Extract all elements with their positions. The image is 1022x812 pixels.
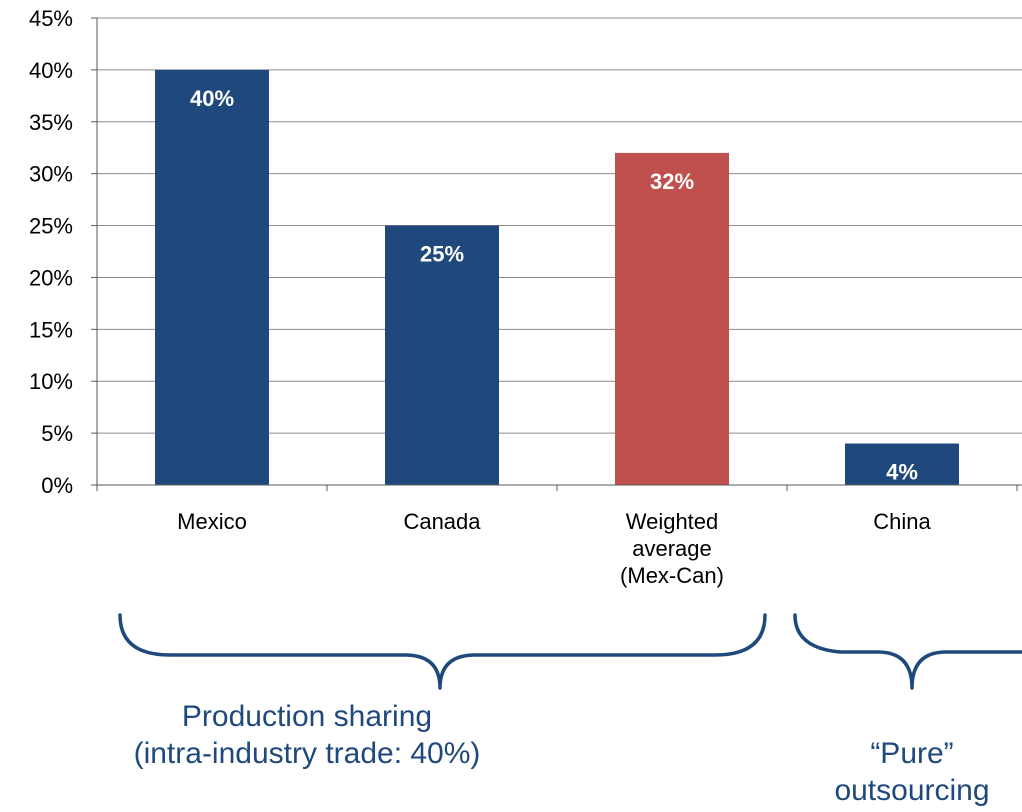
data-label: 4% bbox=[886, 459, 918, 484]
y-tick-label: 25% bbox=[29, 214, 73, 239]
x-category-label: China bbox=[873, 509, 931, 534]
x-category-label: Canada bbox=[403, 509, 481, 534]
data-label: 32% bbox=[650, 169, 694, 194]
annotation-production-sharing: Production sharing (intra-industry trade:… bbox=[134, 700, 481, 770]
group-label-line: (intra-industry trade: 40%) bbox=[134, 737, 481, 770]
bar bbox=[385, 225, 499, 486]
data-label: 25% bbox=[420, 242, 464, 267]
y-axis-ticks: 0% 5% 10% 15% 20% 25% 30% 35% 40% 45% bbox=[29, 6, 97, 498]
x-category-label: average bbox=[632, 536, 712, 561]
group-brace-production-sharing bbox=[118, 613, 767, 690]
y-tick-label: 0% bbox=[41, 473, 73, 498]
data-labels: 40% 25% 32% 4% bbox=[190, 86, 918, 485]
y-tick-label: 40% bbox=[29, 58, 73, 83]
axes bbox=[96, 18, 1022, 491]
bars bbox=[155, 69, 959, 486]
group-label-line: “Pure” bbox=[870, 737, 953, 770]
y-tick-label: 20% bbox=[29, 265, 73, 290]
y-tick-label: 45% bbox=[29, 6, 73, 31]
y-tick-label: 30% bbox=[29, 162, 73, 187]
annotation-pure-outsourcing: “Pure” outsourcing bbox=[834, 737, 989, 807]
data-label: 40% bbox=[190, 86, 234, 111]
bar bbox=[845, 443, 959, 485]
y-tick-label: 15% bbox=[29, 317, 73, 342]
x-category-label: Weighted bbox=[626, 509, 719, 534]
x-category-label: (Mex-Can) bbox=[620, 563, 724, 588]
group-label-line: Production sharing bbox=[182, 700, 432, 733]
x-category-label: Mexico bbox=[177, 509, 247, 534]
bar bbox=[615, 152, 729, 485]
y-tick-label: 35% bbox=[29, 110, 73, 135]
group-brace-pure-outsourcing bbox=[793, 613, 1022, 690]
group-label-line: outsourcing bbox=[834, 774, 989, 807]
y-tick-label: 5% bbox=[41, 421, 73, 446]
y-tick-label: 10% bbox=[29, 369, 73, 394]
bar bbox=[155, 69, 269, 485]
